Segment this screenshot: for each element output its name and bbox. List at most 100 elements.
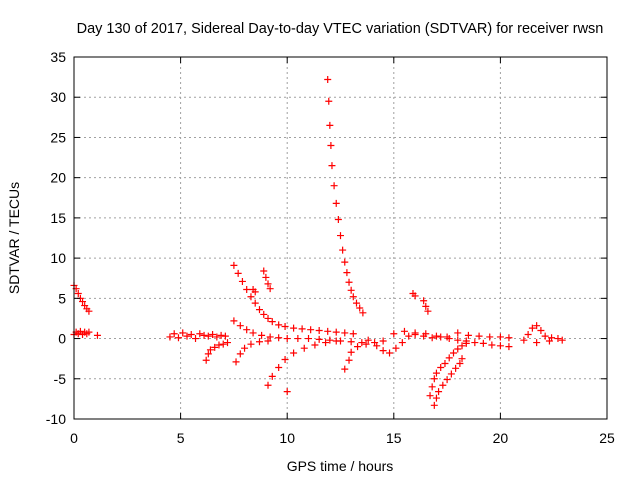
- data-point: [400, 327, 408, 335]
- data-point: [290, 324, 298, 332]
- data-point: [430, 375, 438, 383]
- data-point: [79, 298, 87, 306]
- data-point: [204, 350, 212, 358]
- data-point: [341, 365, 349, 373]
- y-tick-label: 5: [58, 290, 66, 306]
- data-point: [505, 343, 513, 351]
- data-point: [347, 338, 355, 346]
- data-point: [462, 339, 470, 347]
- data-point: [230, 261, 238, 269]
- data-point: [266, 285, 274, 293]
- data-point: [209, 331, 217, 339]
- series-evening-descent: [426, 339, 470, 400]
- data-point: [379, 337, 387, 345]
- data-point: [364, 336, 372, 344]
- data-point: [217, 331, 225, 339]
- data-point: [452, 364, 460, 372]
- data-point: [255, 306, 263, 314]
- data-point: [358, 339, 366, 347]
- data-point: [411, 292, 419, 300]
- data-point: [341, 258, 349, 266]
- data-point: [243, 285, 251, 293]
- data-point: [85, 328, 93, 336]
- data-point: [275, 334, 283, 342]
- data-point: [505, 334, 513, 342]
- data-point: [464, 331, 472, 339]
- x-tick-label: 10: [279, 430, 295, 446]
- data-point: [479, 339, 487, 347]
- data-point: [449, 349, 457, 357]
- data-point: [373, 342, 381, 350]
- y-tick-label: 30: [50, 89, 66, 105]
- data-point: [219, 340, 227, 348]
- data-point: [74, 290, 82, 298]
- data-point: [232, 358, 240, 366]
- data-point: [283, 335, 291, 343]
- data-point: [341, 329, 349, 337]
- y-tick-label: -10: [46, 411, 66, 427]
- data-point: [213, 333, 221, 341]
- data-point: [392, 344, 400, 352]
- data-point: [326, 336, 334, 344]
- y-tick-label: 10: [50, 250, 66, 266]
- data-point: [332, 337, 340, 345]
- data-point: [432, 394, 440, 402]
- data-point: [362, 340, 370, 348]
- data-point: [264, 280, 272, 288]
- data-point: [275, 364, 283, 372]
- data-point: [411, 329, 419, 337]
- data-point: [307, 326, 315, 334]
- data-point: [238, 277, 246, 285]
- data-point: [458, 342, 466, 350]
- data-point: [281, 322, 289, 330]
- data-point: [264, 337, 272, 345]
- series-evening-band: [364, 331, 513, 357]
- data-point: [264, 314, 272, 322]
- data-point: [445, 354, 453, 362]
- data-point: [432, 369, 440, 377]
- data-point: [324, 76, 332, 84]
- data-point: [311, 341, 319, 349]
- data-point: [179, 329, 187, 337]
- data-point: [428, 383, 436, 391]
- data-point: [496, 342, 504, 350]
- data-point: [300, 344, 308, 352]
- data-point: [496, 333, 504, 341]
- data-point: [356, 304, 364, 312]
- data-point: [398, 339, 406, 347]
- data-point: [386, 349, 394, 357]
- data-point: [432, 332, 440, 340]
- data-point: [437, 333, 445, 341]
- data-point: [221, 332, 229, 340]
- series-evening-descent-2: [430, 355, 466, 409]
- data-point: [443, 333, 451, 341]
- x-axis-ticks: 0 5 10 15 20 25: [70, 57, 615, 446]
- data-point: [298, 325, 306, 333]
- data-point: [454, 329, 462, 337]
- y-tick-label: 20: [50, 170, 66, 186]
- data-point: [533, 322, 541, 330]
- data-point: [305, 335, 313, 343]
- data-point: [345, 278, 353, 286]
- data-point: [262, 273, 270, 281]
- x-tick-label: 25: [599, 430, 615, 446]
- data-point: [541, 332, 549, 340]
- data-point: [234, 269, 242, 277]
- data-point: [325, 97, 333, 105]
- data-point: [439, 381, 447, 389]
- data-point: [447, 370, 455, 378]
- data-point: [428, 334, 436, 342]
- data-point: [200, 331, 208, 339]
- data-point: [332, 199, 340, 207]
- data-point: [202, 356, 210, 364]
- data-point: [347, 286, 355, 294]
- data-point: [327, 141, 335, 149]
- y-tick-label: 0: [58, 331, 66, 347]
- data-point: [420, 297, 428, 305]
- data-point: [268, 372, 276, 380]
- data-point: [241, 344, 249, 352]
- y-tick-label: 35: [50, 49, 66, 65]
- data-point: [454, 345, 462, 353]
